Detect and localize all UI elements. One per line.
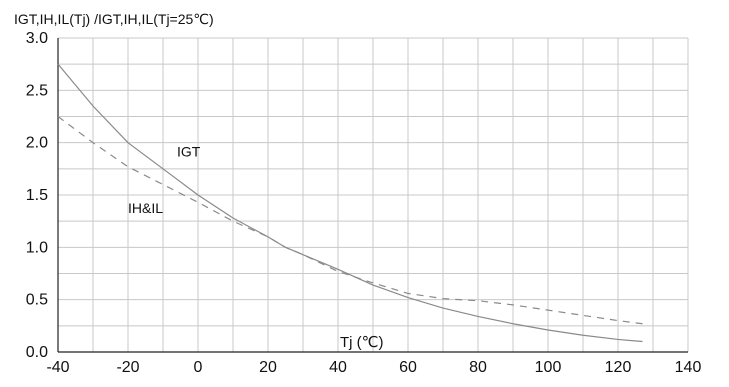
axes — [57, 38, 688, 353]
annotations: IGT IH&IL — [128, 143, 201, 216]
x-tick-label: 0 — [194, 359, 203, 376]
y-tick-label: 2.0 — [26, 135, 48, 152]
x-tick-label: 100 — [535, 359, 562, 376]
x-tick-label: 20 — [259, 359, 277, 376]
series-lines — [57, 63, 643, 343]
grid-lines — [57, 37, 689, 353]
series-line-igt — [57, 63, 643, 343]
series-line-ih-il — [57, 116, 643, 325]
x-tick-label: 40 — [329, 359, 347, 376]
x-tick-label: 120 — [605, 359, 632, 376]
x-tick-label: 60 — [399, 359, 417, 376]
y-axis-label: IGT,IH,IL(Tj) /IGT,IH,IL(Tj=25℃) — [14, 11, 214, 27]
x-tick-label: -40 — [46, 359, 69, 376]
series-annotation: IGT — [177, 143, 201, 159]
x-tick-label: -20 — [116, 359, 139, 376]
y-tick-label: 0.5 — [26, 292, 48, 309]
x-axis-label: Tj (℃) — [340, 334, 384, 351]
x-tick-labels: -40 -20 0 20 40 60 80 100 120 140 — [46, 359, 701, 376]
y-tick-label: 3.0 — [26, 30, 48, 47]
y-tick-labels: 0.0 0.5 1.0 1.5 2.0 2.5 3.0 — [26, 30, 48, 361]
x-tick-label: 140 — [675, 359, 702, 376]
y-tick-label: 1.5 — [26, 187, 48, 204]
x-tick-label: 80 — [469, 359, 487, 376]
y-tick-label: 2.5 — [26, 82, 48, 99]
y-tick-label: 1.0 — [26, 239, 48, 256]
series-annotation: IH&IL — [128, 200, 163, 216]
y-tick-label: 0.0 — [26, 344, 48, 361]
